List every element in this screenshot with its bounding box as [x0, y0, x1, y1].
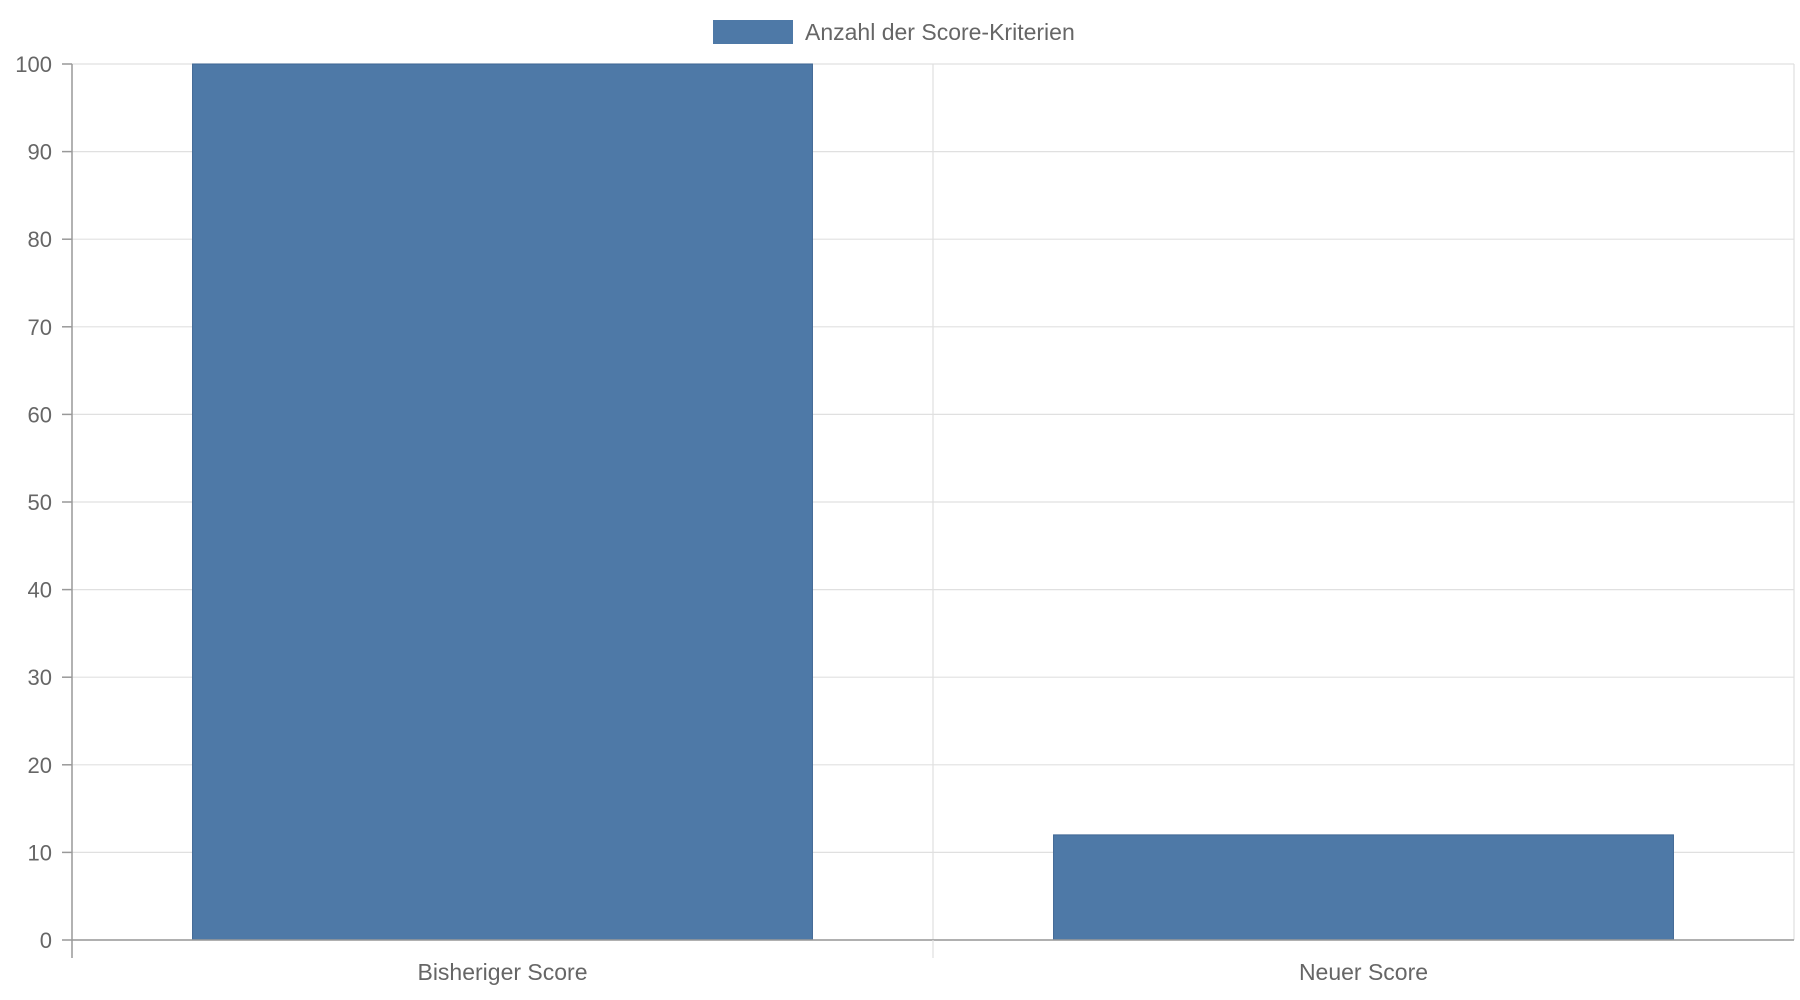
y-tick-label: 90 [28, 140, 52, 165]
y-tick-label: 60 [28, 402, 52, 427]
y-tick-label: 80 [28, 227, 52, 252]
y-tick-label: 70 [28, 315, 52, 340]
y-tick-label: 0 [40, 928, 52, 953]
y-tick-label: 20 [28, 753, 52, 778]
y-tick-label: 50 [28, 490, 52, 515]
bar [192, 63, 813, 941]
y-tick-labels: 0 10 20 30 40 50 60 70 80 90 100 [15, 52, 52, 953]
axes [62, 63, 1794, 958]
x-category-label: Bisheriger Score [417, 959, 587, 985]
y-tick-label: 10 [28, 840, 52, 865]
legend-label: Anzahl der Score-Kriterien [805, 19, 1075, 45]
bars [192, 63, 1674, 941]
y-tick-label: 40 [28, 578, 52, 603]
legend: Anzahl der Score-Kriterien [713, 19, 1075, 45]
y-tick-label: 30 [28, 665, 52, 690]
legend-swatch [713, 20, 793, 44]
x-category-label: Neuer Score [1299, 959, 1428, 985]
y-tick-label: 100 [15, 52, 52, 77]
x-category-labels: Bisheriger Score Neuer Score [417, 959, 1428, 985]
bar [1053, 834, 1674, 941]
